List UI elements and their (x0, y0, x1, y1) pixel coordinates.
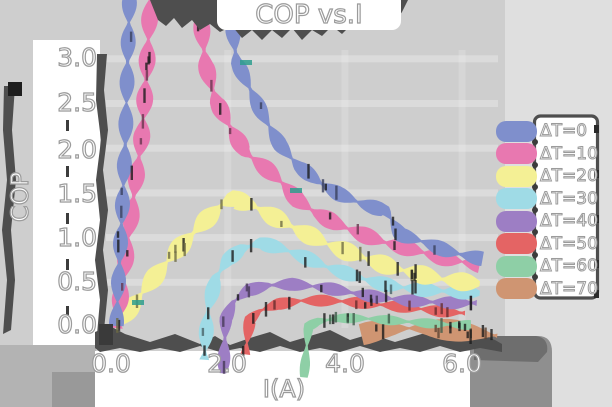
series-ribbon (113, 190, 480, 330)
legend-swatch (496, 210, 537, 232)
y-tick-label: 1.5 (57, 179, 98, 208)
legend-swatch (496, 278, 537, 299)
legend-label: ΔT=70 (540, 278, 599, 299)
legend-label: ΔT=20 (540, 166, 599, 187)
y-tick-label: 2.5 (57, 88, 98, 117)
x-tick-label: 2.0 (207, 349, 248, 378)
legend-label: ΔT=50 (540, 233, 599, 254)
legend-swatch (496, 233, 537, 254)
legend-swatch (496, 143, 537, 164)
x-axis-title: I(A) (262, 374, 306, 403)
series-ribbon (299, 313, 471, 378)
legend-label: ΔT=10 (540, 143, 599, 164)
legend-label: ΔT=30 (540, 188, 599, 209)
series-ribbon (110, 0, 482, 329)
legend-swatch (496, 165, 537, 187)
series-ribbon (109, 0, 484, 327)
legend-label: ΔT=40 (540, 211, 599, 232)
y-tick-label: 3.0 (57, 43, 98, 72)
legend-swatch (496, 188, 537, 209)
legend-label: ΔT=0 (540, 121, 588, 142)
legend-swatch (496, 255, 537, 277)
x-tick-label: 0.0 (91, 349, 132, 378)
y-tick-label: 1.0 (57, 223, 98, 252)
x-tick-label: 4.0 (325, 349, 366, 378)
y-tick-label: 0.5 (57, 267, 98, 296)
series-ribbon (217, 277, 477, 374)
x-tick-label: 6.0 (442, 349, 483, 378)
legend-label: ΔT=60 (540, 256, 599, 277)
legend-swatch (496, 120, 537, 142)
y-tick-label: 0.0 (57, 310, 98, 339)
y-axis-title: COP (5, 171, 34, 223)
y-tick-label: 2.0 (57, 135, 98, 164)
chart-title: COP vs.I (255, 0, 364, 31)
